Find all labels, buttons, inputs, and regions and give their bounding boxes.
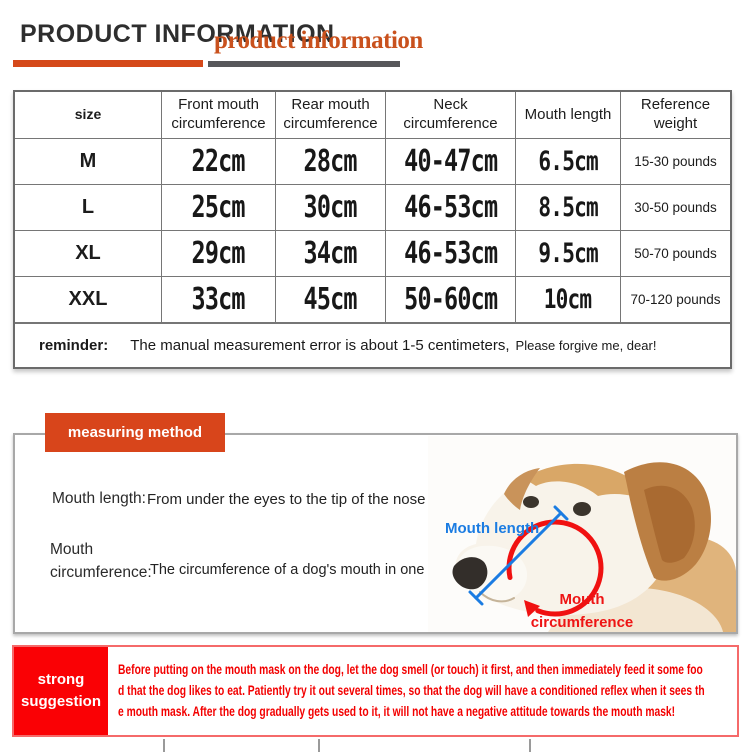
table-row-xxl-size: XXL	[15, 277, 162, 323]
title-underline-gray	[208, 61, 400, 67]
column-header-neck: Neck circumference	[386, 92, 516, 139]
table-row-m-front: 22cm	[162, 139, 276, 185]
value: 29cm	[191, 236, 246, 271]
dog-illustration	[428, 436, 736, 632]
mouth-circumference-circle	[506, 519, 604, 617]
value: 28cm	[303, 144, 358, 179]
strong-suggestion-badge: strong suggestion	[14, 647, 108, 735]
mouth-circumference-label: Mouth circumference:	[50, 538, 152, 584]
table-row-l-mouth: 8.5cm	[516, 185, 621, 231]
page-title-decorative: product information	[214, 27, 423, 54]
reminder-row: reminder: The manual measurement error i…	[15, 323, 730, 367]
table-row-xxl-neck: 50-60cm	[386, 277, 516, 323]
value: 46-53cm	[403, 190, 498, 225]
reminder-text: The manual measurement error is about 1-…	[130, 337, 510, 354]
suggestion-line-1: Before putting on the mouth mask on the …	[118, 661, 703, 677]
suggestion-line-3: e mouth mask. After the dog gradually ge…	[118, 703, 676, 719]
value: 33cm	[191, 282, 246, 317]
value: 45cm	[303, 282, 358, 317]
table-row-l-front: 25cm	[162, 185, 276, 231]
table-row-m-rear: 28cm	[276, 139, 386, 185]
table-row-m-mouth: 6.5cm	[516, 139, 621, 185]
strong-suggestion-text: Before putting on the mouth mask on the …	[108, 647, 737, 735]
column-header-mouth-length: Mouth length	[516, 92, 621, 139]
next-table-divider	[318, 739, 320, 752]
reminder-label: reminder:	[39, 337, 109, 354]
table-row-xl-rear: 34cm	[276, 231, 386, 277]
table-row-l-rear: 30cm	[276, 185, 386, 231]
reminder-suffix: Please forgive me, dear!	[515, 338, 657, 353]
value: 46-53cm	[403, 236, 498, 271]
value: 50-60cm	[403, 282, 498, 317]
annotation-line-1: Mouth	[559, 591, 605, 608]
measuring-method-badge: measuring method	[45, 413, 225, 452]
value: 10cm	[544, 284, 592, 315]
value: 30cm	[303, 190, 358, 225]
table-row-l-neck: 46-53cm	[386, 185, 516, 231]
page-title: PRODUCT INFORMATION	[20, 20, 335, 48]
mouth-length-label: Mouth length:	[52, 490, 146, 507]
size-table: size Front mouth circumference Rear mout…	[13, 90, 732, 369]
value: 34cm	[303, 236, 358, 271]
table-row-m-weight: 15-30 pounds	[621, 139, 730, 185]
suggestion-line-2: d that the dog likes to eat. Patiently t…	[118, 682, 705, 698]
mouth-circumference-annotation: Mouth circumference	[520, 588, 644, 632]
table-row-xxl-weight: 70-120 pounds	[621, 277, 730, 323]
table-row-l-size: L	[15, 185, 162, 231]
label-line-2: circumference:	[50, 564, 152, 581]
strong-suggestion-panel: strong suggestion Before putting on the …	[12, 645, 739, 737]
table-row-m-size: M	[15, 139, 162, 185]
value: 9.5cm	[538, 238, 598, 269]
table-row-xl-front: 29cm	[162, 231, 276, 277]
table-row-xl-neck: 46-53cm	[386, 231, 516, 277]
column-header-size: size	[15, 92, 162, 139]
value: 8.5cm	[538, 192, 598, 223]
table-row-xl-mouth: 9.5cm	[516, 231, 621, 277]
label-line-1: Mouth	[50, 541, 94, 558]
value: 22cm	[191, 144, 246, 179]
value: 25cm	[191, 190, 246, 225]
table-row-l-weight: 30-50 pounds	[621, 185, 730, 231]
column-header-reference-weight: Reference weight	[621, 92, 730, 139]
badge-line-2: suggestion	[20, 693, 101, 710]
next-table-divider	[163, 739, 165, 752]
table-row-xxl-rear: 45cm	[276, 277, 386, 323]
mouth-circumference-desc: The circumference of a dog's mouth in on…	[150, 562, 463, 578]
annotation-line-2: circumference	[530, 614, 634, 631]
dog-photo: Mouth length Mouth circumference	[428, 436, 736, 632]
value: 6.5cm	[538, 146, 598, 177]
table-row-xxl-mouth: 10cm	[516, 277, 621, 323]
table-row-xl-size: XL	[15, 231, 162, 277]
badge-line-1: strong	[37, 671, 85, 688]
column-header-front-mouth: Front mouth circumference	[162, 92, 276, 139]
value: 40-47cm	[403, 144, 498, 179]
table-row-xl-weight: 50-70 pounds	[621, 231, 730, 277]
column-header-rear-mouth: Rear mouth circumference	[276, 92, 386, 139]
mouth-length-line	[468, 505, 569, 606]
table-row-xxl-front: 33cm	[162, 277, 276, 323]
mouth-length-annotation: Mouth length	[445, 520, 540, 537]
title-underline-orange	[13, 60, 203, 67]
next-table-divider	[529, 739, 531, 752]
table-row-m-neck: 40-47cm	[386, 139, 516, 185]
mouth-length-desc: From under the eyes to the tip of the no…	[147, 491, 426, 508]
